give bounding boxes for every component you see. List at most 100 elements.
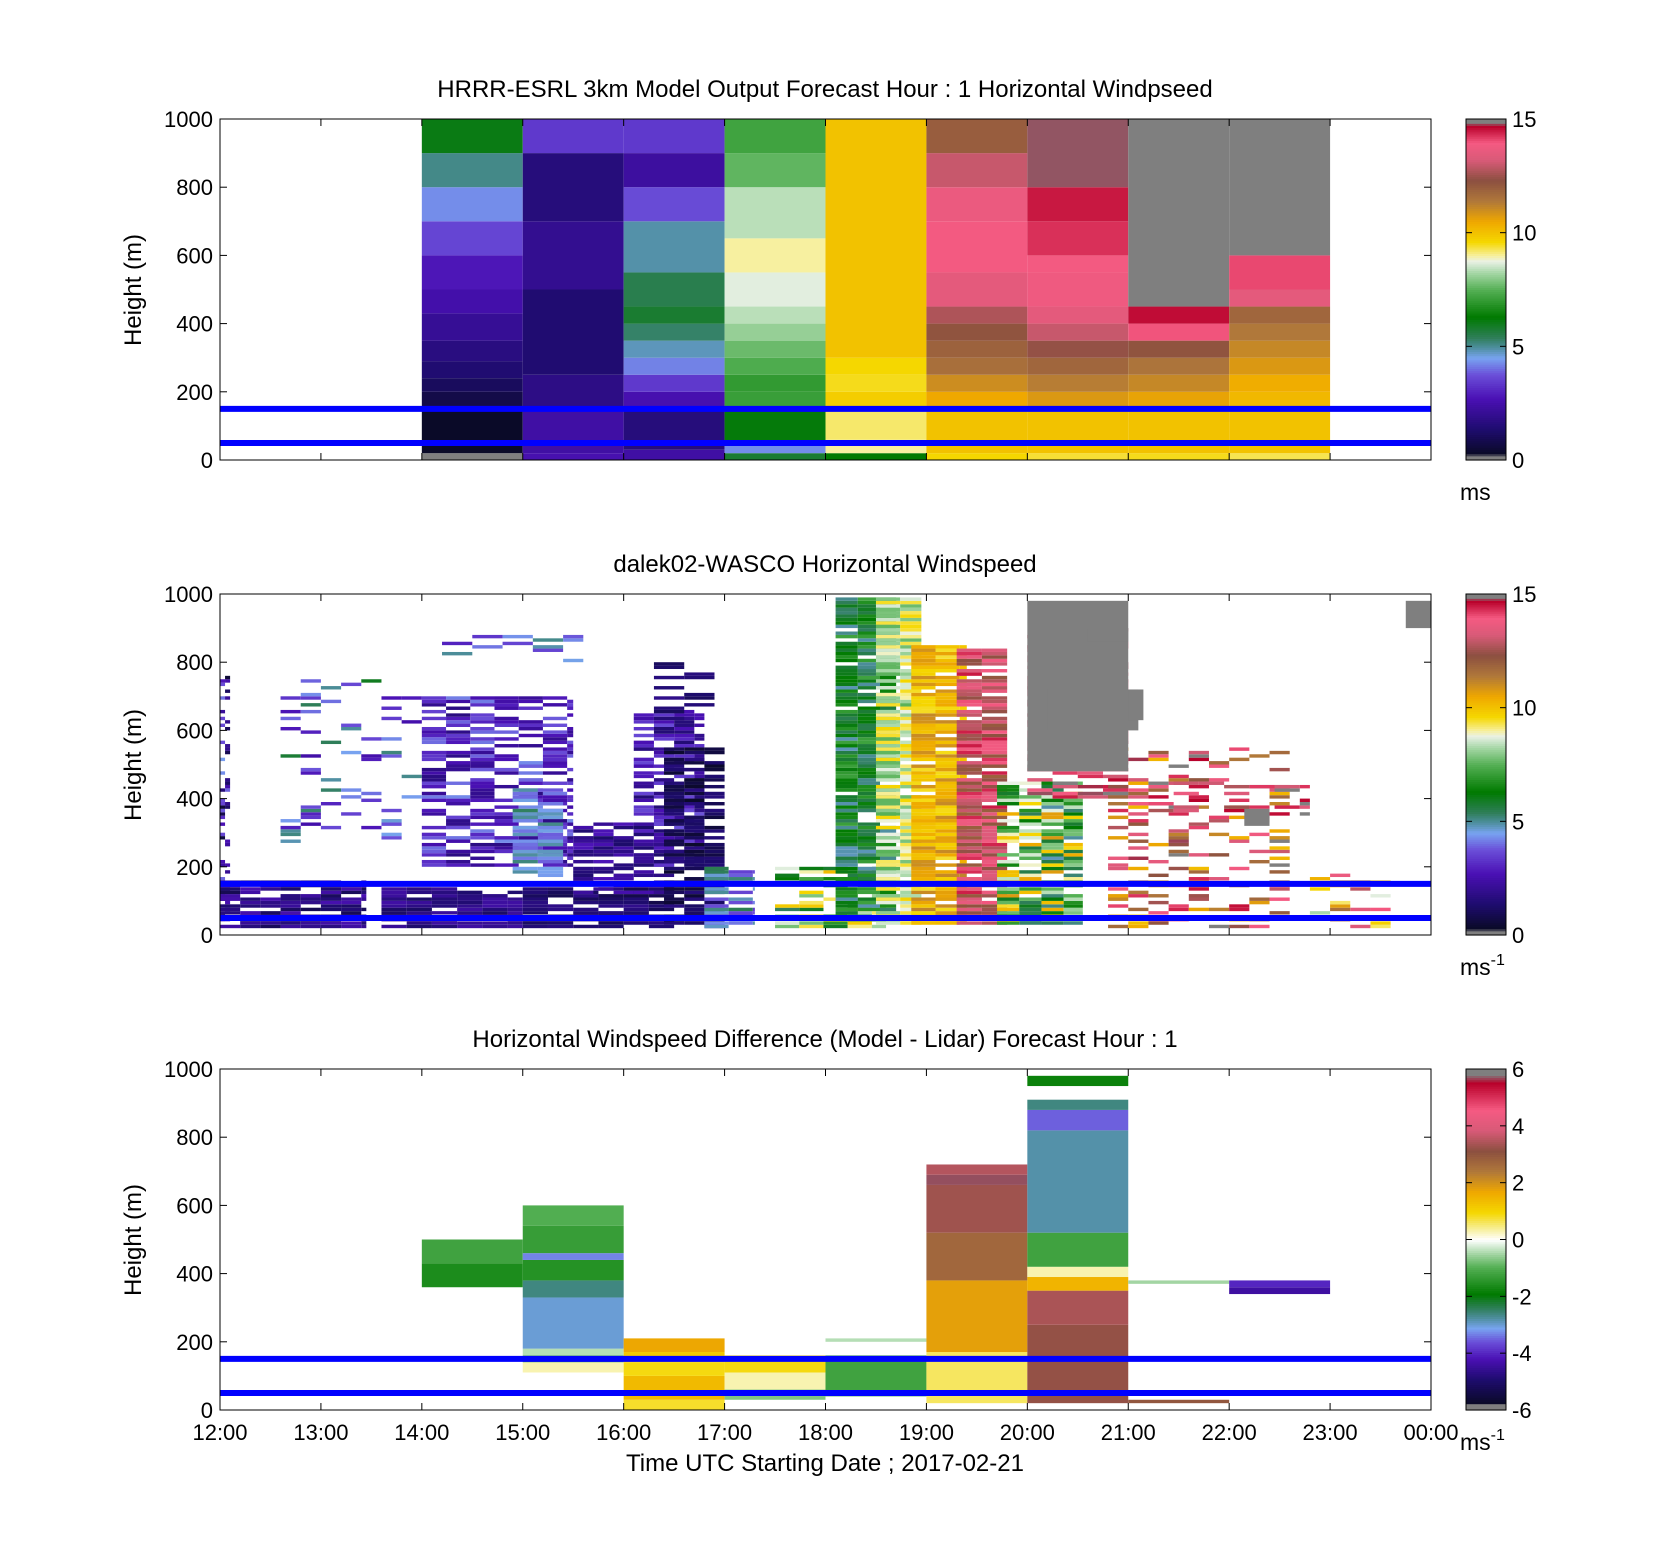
heatmap-cell [997,825,1020,830]
colorbar-segment [1466,1292,1506,1296]
heatmap-cell [598,900,624,905]
colorbar-segment [1466,666,1506,670]
heatmap-cell [857,774,880,779]
colorbar-segment [1466,323,1506,327]
heatmap-cell [935,894,960,898]
heatmap-cell [1041,887,1064,891]
heatmap-cell [684,856,705,860]
heatmap-cell [1229,453,1331,460]
heatmap-cell [522,1205,624,1226]
heatmap-cell [421,703,447,707]
heatmap-cell [522,1348,624,1356]
colorbar-segment [1466,421,1506,425]
heatmap-cell [633,716,654,721]
colorbar-segment [1466,1190,1506,1194]
colorbar-segment [1466,1331,1506,1334]
colorbar-segment [1466,221,1506,225]
heatmap-cell [981,812,1008,816]
heatmap-cell [911,771,936,775]
heatmap-cell [956,805,982,809]
heatmap-cell [1148,808,1174,813]
heatmap-cell [835,870,858,874]
colorbar-segment [1466,391,1506,395]
heatmap-cell [664,904,685,908]
heatmap-cell [542,716,568,721]
heatmap-cell [981,873,1008,878]
heatmap-cell [997,829,1020,833]
heatmap-cell [1019,921,1042,925]
colorbar-segment [1466,875,1506,879]
heatmap-cell [1229,747,1250,751]
heatmap-cell [926,374,1028,392]
heatmap-cell [956,846,982,850]
heatmap-cell [381,706,402,710]
heatmap-cell [532,648,564,652]
colorbar-segment [1466,1241,1506,1245]
heatmap-cell [633,744,654,748]
heatmap-cell [997,873,1020,878]
heatmap-cell [1041,853,1064,857]
colorbar-segment [1466,283,1506,286]
heatmap-cell [911,665,936,670]
heatmap-cell [522,924,548,929]
colorbar-segment [1466,1269,1506,1273]
heatmap-cell [664,842,685,847]
colorbar-segment [1466,1154,1506,1157]
colorbar-segment [1466,1088,1506,1091]
heatmap-cell [935,726,960,731]
heatmap-cell [1063,836,1083,840]
heatmap-cell [1148,859,1169,864]
heatmap-cell [470,863,495,867]
heatmap-cell [857,900,880,905]
heatmap-cell [956,764,982,768]
heatmap-cell [1027,1109,1129,1131]
heatmap-cell [857,791,880,796]
colorbar-segment [1466,449,1506,453]
heatmap-cell [567,778,574,782]
heatmap-cell [704,761,725,765]
heatmap-cell [648,904,675,908]
heatmap-cell [775,924,800,929]
heatmap-cell [981,870,1008,874]
colorbar-segment [1466,625,1506,629]
colorbar-segment [1466,924,1506,928]
heatmap-cell [573,839,594,843]
heatmap-cell [1148,842,1169,847]
heatmap-cell [1128,890,1149,895]
y-tick-label: 200 [176,855,213,880]
y-tick-label: 600 [176,243,213,268]
heatmap-cell [225,747,231,751]
colorbar-segment [1466,138,1506,141]
heatmap-cell [704,774,725,779]
heatmap-cell [875,607,901,612]
heatmap-cell [431,911,458,915]
heatmap-cell [1168,849,1189,854]
heatmap-cell [1229,904,1250,908]
heatmap-cell [470,740,495,745]
heatmap-cell [341,682,362,687]
heatmap-cell [220,924,241,929]
heatmap-cell [911,726,936,731]
heatmap-cell [911,802,936,806]
colorbar-segment [1466,790,1506,793]
colorbar-segment [1466,227,1506,231]
heatmap-cell [835,788,858,792]
heatmap-cell [956,767,982,772]
heatmap-cell [1041,805,1064,809]
colorbar-segment [1466,1284,1506,1287]
heatmap-cell [935,757,960,762]
heatmap-cell [431,897,458,901]
heatmap-cell [981,778,1008,782]
colorbar-segment [1466,236,1506,239]
heatmap-cell [956,812,982,816]
heatmap-cell [900,611,922,615]
heatmap-cell [684,784,705,789]
heatmap-cell [547,894,574,898]
heatmap-cell [381,754,402,758]
x-axis-label: Time UTC Starting Date ; 2017-02-21 [626,1450,1024,1477]
colorbar-segment [1466,1335,1506,1339]
heatmap-cell [1269,802,1290,806]
heatmap-cell [1077,795,1104,799]
heatmap-cell [421,778,447,782]
heatmap-cell [623,887,649,891]
